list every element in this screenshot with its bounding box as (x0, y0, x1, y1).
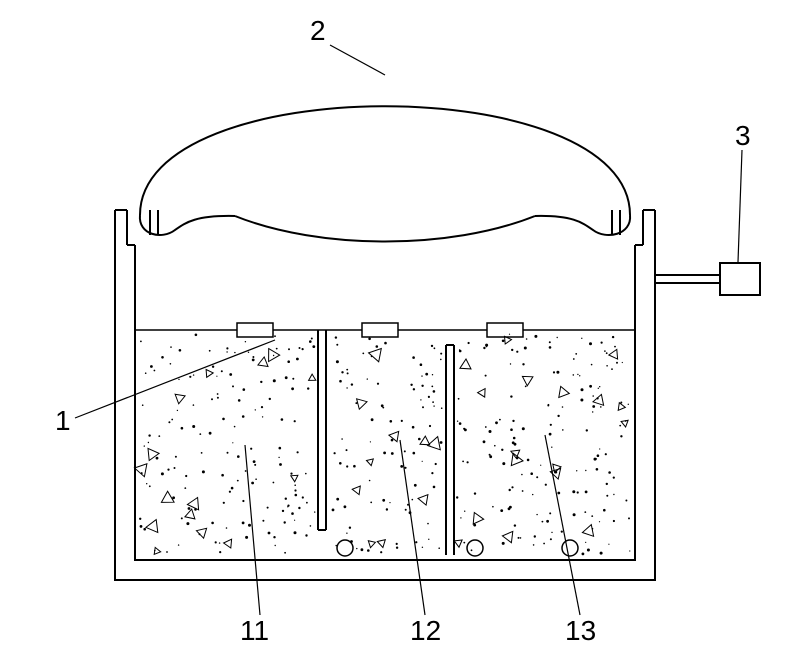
baffles (318, 330, 454, 555)
cross-section-diagram: 1 2 3 11 12 13 (0, 0, 800, 655)
bottom-ports (337, 540, 578, 556)
slurry-fill (135, 334, 631, 556)
label-13: 13 (565, 615, 596, 646)
label-12: 12 (410, 615, 441, 646)
label-2: 2 (310, 15, 326, 46)
dome-lid (140, 106, 630, 241)
label-3: 3 (735, 120, 751, 151)
outlet-assembly (655, 263, 760, 295)
vessel-walls (115, 210, 655, 580)
label-1: 1 (55, 405, 71, 436)
label-11: 11 (240, 615, 269, 646)
